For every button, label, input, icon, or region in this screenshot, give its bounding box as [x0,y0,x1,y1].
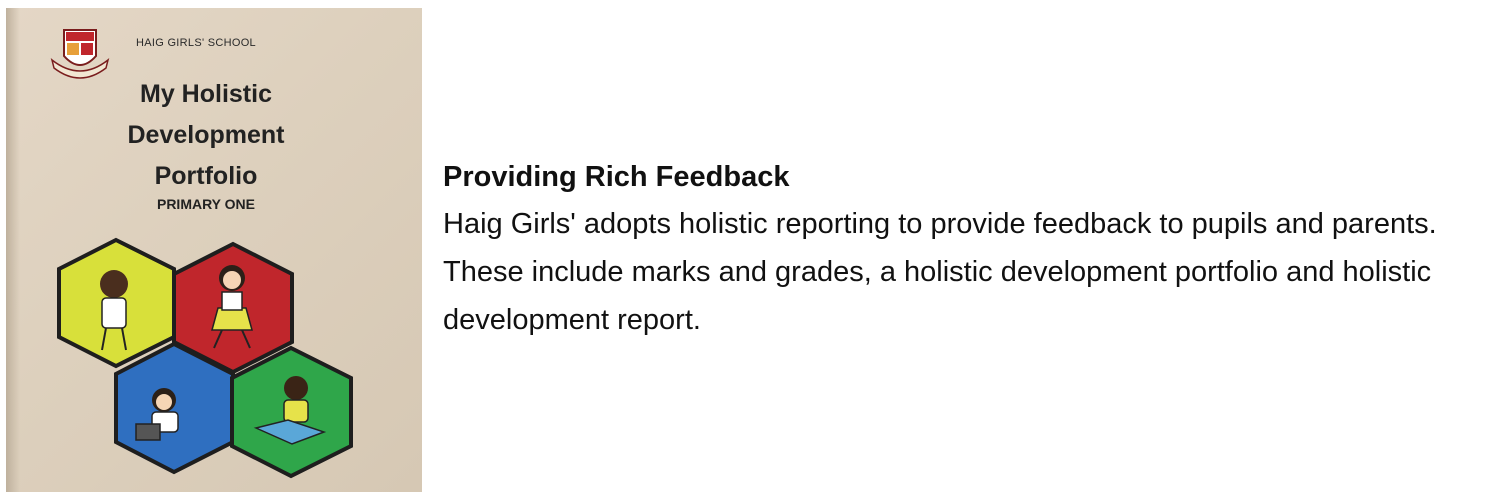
girl-figure-yellow [100,270,128,351]
cover-title: My Holistic Development Portfolio [76,74,336,197]
portfolio-cover-photo: HAIG GIRLS' SCHOOL My Holistic Developme… [6,8,422,492]
girl-figure-green [253,376,327,445]
girl-figure-blue [135,388,179,441]
cover-title-line: Portfolio [154,162,258,190]
feedback-text-block: Providing Rich Feedback Haig Girls' adop… [443,154,1493,344]
cover-title-line: My Holistic [140,80,272,108]
girl-figure-red [211,265,253,349]
cover-subtitle: PRIMARY ONE [156,196,255,212]
blue-hexagon [114,341,235,475]
school-crest-icon [50,29,110,79]
cover-title-line: Development [127,121,285,149]
section-heading: Providing Rich Feedback [443,161,790,193]
section-body: Haig Girls' adopts holistic reporting to… [443,208,1437,336]
cover-school-name: HAIG GIRLS' SCHOOL [136,37,256,49]
cover-artwork [50,29,353,479]
